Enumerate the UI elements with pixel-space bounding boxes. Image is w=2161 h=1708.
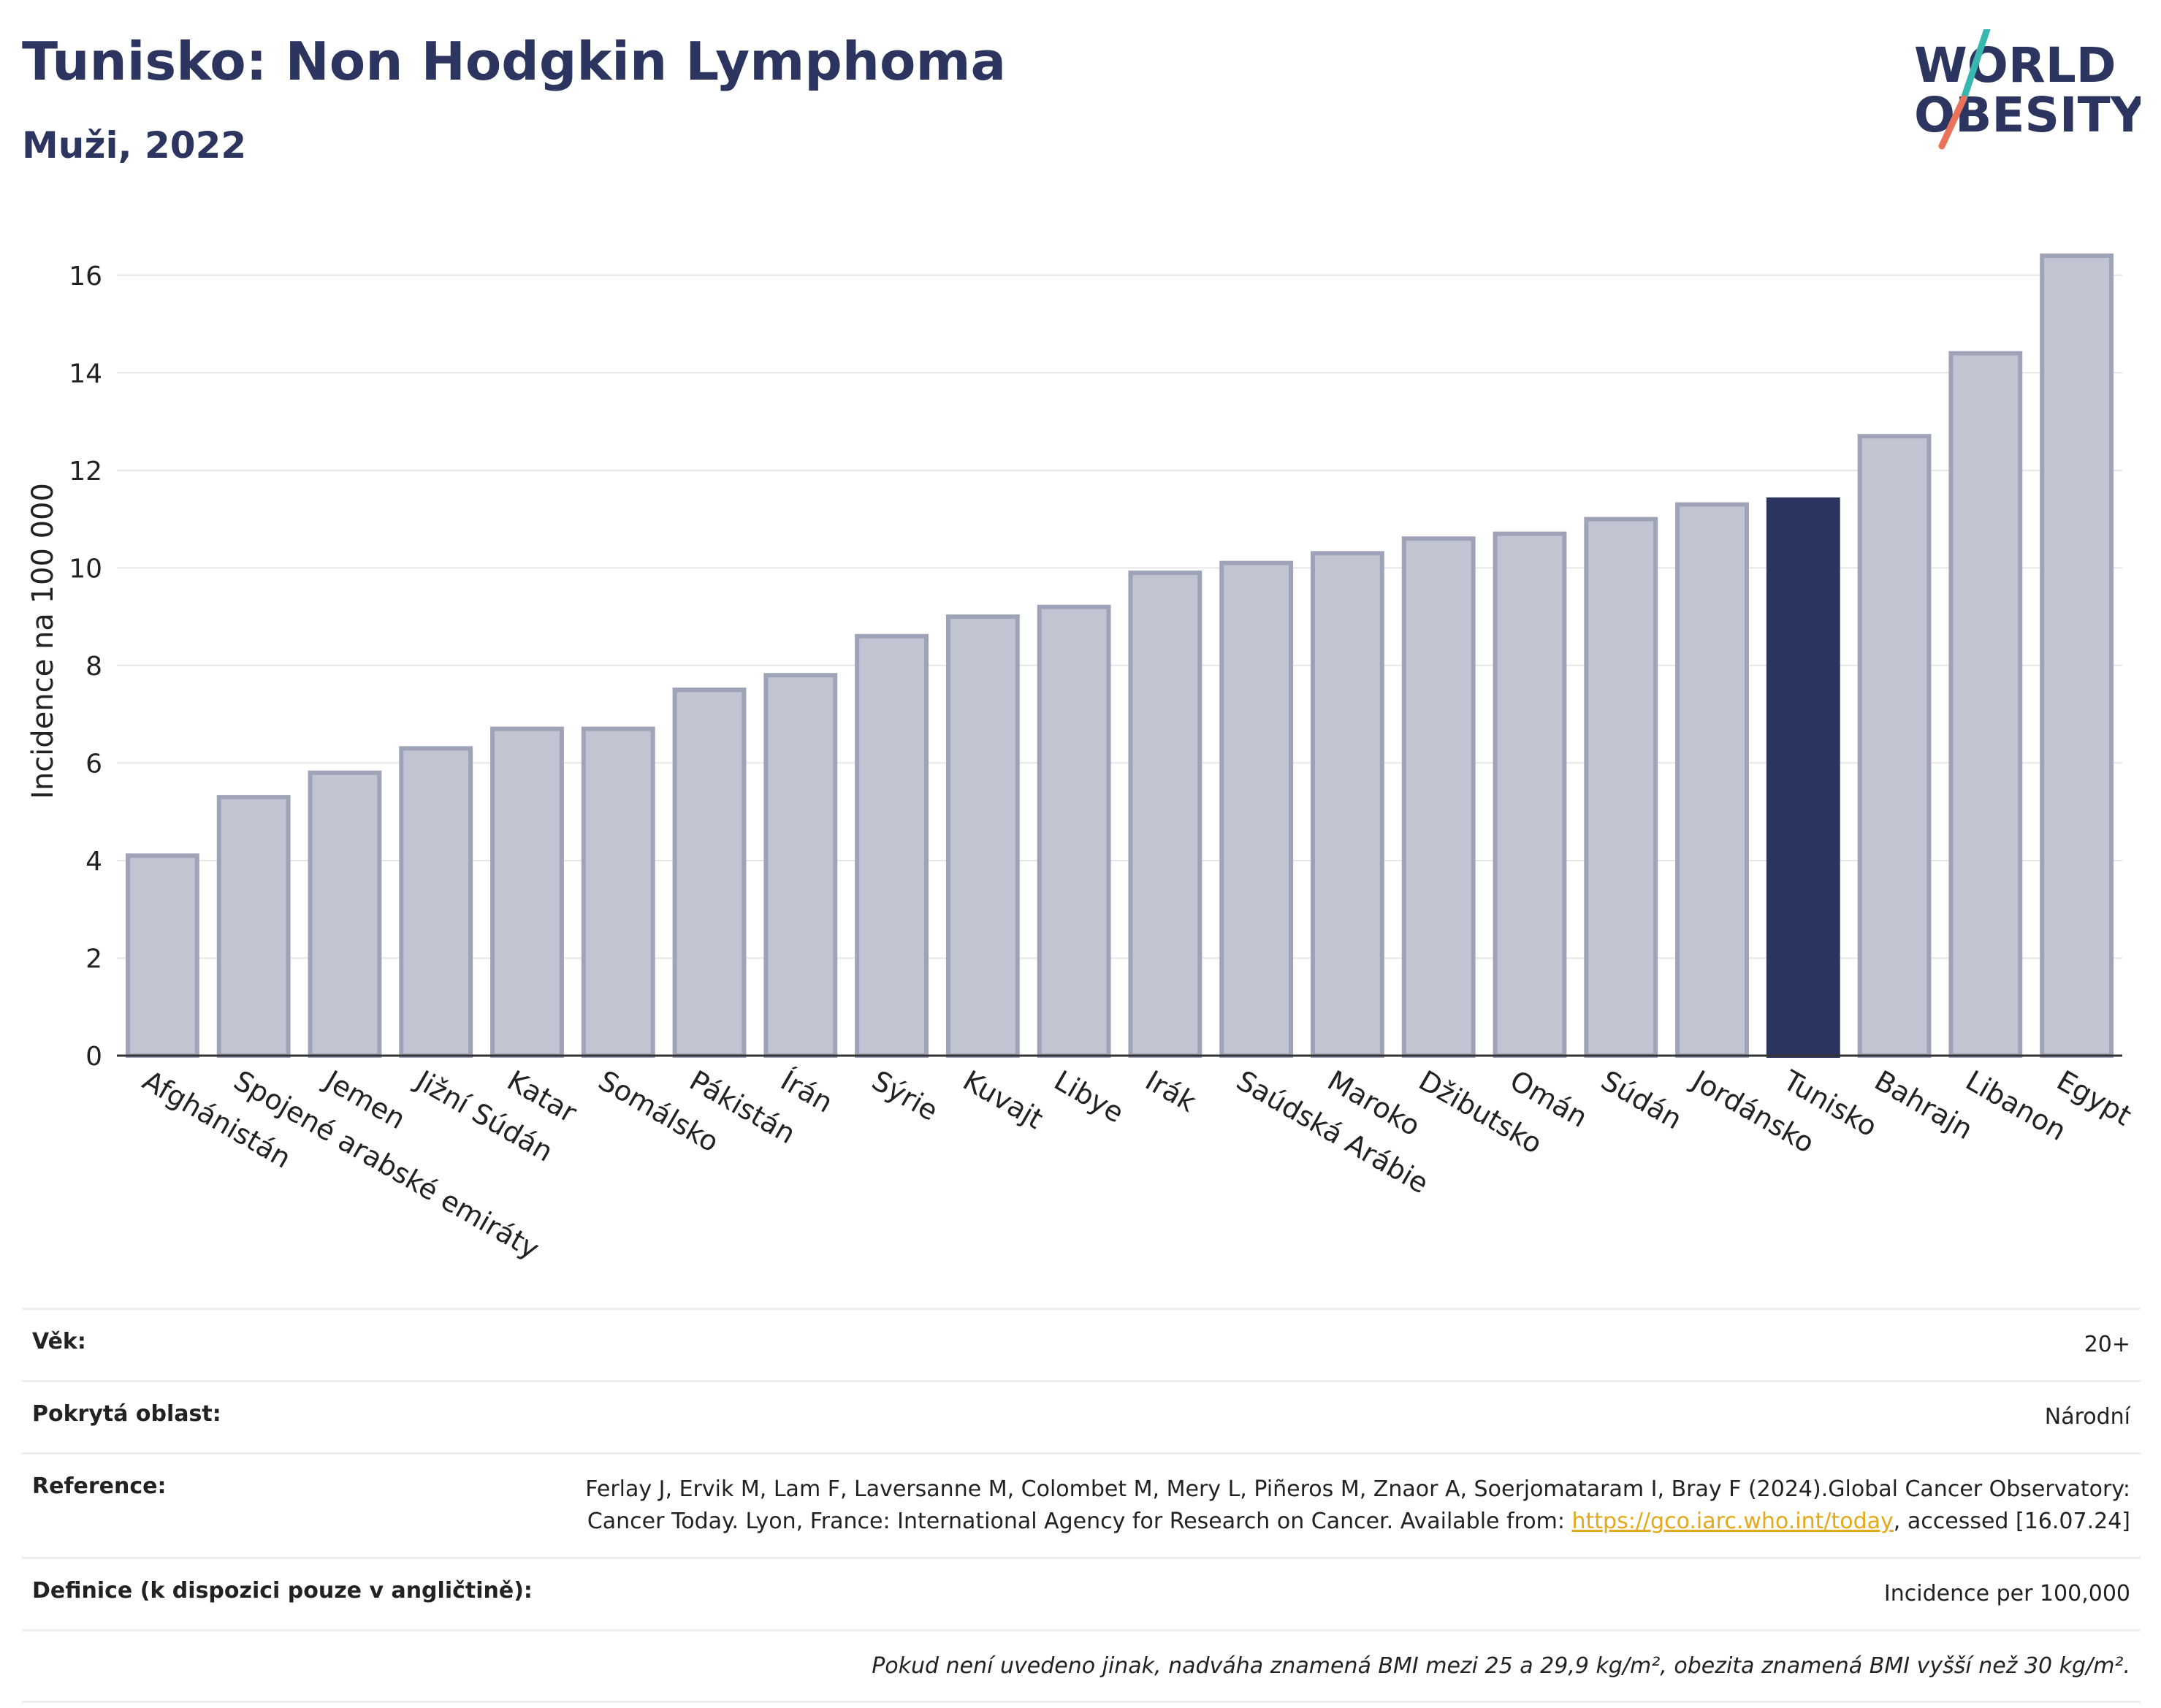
bar-sýrie: [855, 633, 929, 1058]
info-row-note: Pokud není uvedeno jinak, nadváha znamen…: [22, 1631, 2141, 1703]
y-axis-ticks: 0 2 4 6 8 10 12 14 16: [69, 262, 102, 1072]
info-row-area: Pokrytá oblast: Národní: [22, 1382, 2141, 1455]
bar-maroko: [1311, 551, 1384, 1058]
world-obesity-logo: WORLD OBESITY: [1914, 29, 2141, 150]
info-row-definition: Definice (k dispozici pouze v angličtině…: [22, 1559, 2141, 1631]
reference-value: Ferlay J, Ervik M, Lam F, Laversanne M, …: [560, 1473, 2130, 1538]
bar-džibutsko: [1401, 536, 1476, 1058]
logo-line-1: WORLD: [1914, 37, 2116, 94]
bar-bahrajn: [1857, 434, 1932, 1058]
bar-spojené-arabské-emiráty: [216, 795, 291, 1058]
y-tick-label: 4: [85, 847, 102, 877]
age-value: 20+: [2084, 1332, 2130, 1357]
bar-afghánistán: [125, 853, 199, 1058]
bars: [125, 253, 2114, 1059]
bar-omán: [1493, 531, 1567, 1058]
logo-slash-teal: [1960, 29, 1991, 102]
y-tick-label: 2: [85, 944, 102, 974]
x-tick-label: Libye: [1049, 1064, 1129, 1129]
bar-libye: [1037, 604, 1111, 1058]
reference-tail: , accessed [16.07.24]: [1893, 1509, 2130, 1534]
bar-somálsko: [581, 726, 655, 1058]
bar-libanon: [1948, 351, 2023, 1058]
y-tick-label: 8: [85, 652, 102, 682]
area-value: Národní: [2044, 1404, 2130, 1430]
definition-label: Definice (k dispozici pouze v angličtině…: [32, 1578, 533, 1604]
age-label: Věk:: [32, 1329, 86, 1354]
bar-tunisko: [1766, 497, 1840, 1059]
x-tick-label: Súdán: [1596, 1064, 1688, 1136]
bar-katar: [490, 726, 564, 1058]
page-title: Tunisko: Non Hodgkin Lymphoma: [22, 31, 1007, 92]
logo-line-2: OBESITY: [1914, 87, 2141, 143]
y-tick-label: 12: [69, 457, 102, 487]
bar-saúdská-arábie: [1219, 560, 1294, 1058]
y-tick-label: 14: [69, 359, 102, 389]
bar-kuvajt: [945, 614, 1020, 1058]
page-subtitle: Muži, 2022: [22, 124, 247, 167]
info-table: Věk: 20+ Pokrytá oblast: Národní Referen…: [22, 1308, 2141, 1703]
y-tick-label: 6: [85, 749, 102, 779]
reference-label: Reference:: [32, 1473, 167, 1499]
x-tick-label: Sýrie: [866, 1064, 943, 1127]
bar-súdán: [1584, 516, 1658, 1058]
reference-link[interactable]: https://gco.iarc.who.int/today: [1571, 1509, 1894, 1534]
logo-slash-coral: [1938, 95, 1967, 150]
area-label: Pokrytá oblast:: [32, 1401, 221, 1427]
info-row-age: Věk: 20+: [22, 1310, 2141, 1382]
bar-írán: [763, 673, 838, 1058]
bar-egypt: [2040, 253, 2114, 1058]
bar-jižní-súdán: [399, 746, 473, 1058]
bar-irák: [1128, 571, 1203, 1058]
bmi-note: Pokud není uvedeno jinak, nadváha znamen…: [872, 1653, 2130, 1679]
y-axis-label: Incidence na 100 000: [26, 483, 60, 799]
definition-value: Incidence per 100,000: [1883, 1581, 2130, 1606]
bar-jordánsko: [1675, 502, 1749, 1058]
x-tick-label: Irák: [1140, 1064, 1201, 1118]
y-tick-label: 10: [69, 554, 102, 584]
reference-text: Ferlay J, Ervik M, Lam F, Laversanne M, …: [585, 1476, 2130, 1534]
y-tick-label: 0: [85, 1042, 102, 1072]
bar-pákistán: [672, 687, 747, 1058]
bar-jemen: [308, 770, 382, 1058]
y-tick-label: 16: [69, 262, 102, 291]
x-tick-label: Libanon: [1960, 1064, 2071, 1147]
info-row-reference: Reference: Ferlay J, Ervik M, Lam F, Lav…: [22, 1455, 2141, 1559]
x-tick-label: Bahrajn: [1870, 1064, 1978, 1146]
x-tick-label: Kuvajt: [958, 1064, 1048, 1135]
x-tick-label: Írán: [775, 1064, 838, 1119]
